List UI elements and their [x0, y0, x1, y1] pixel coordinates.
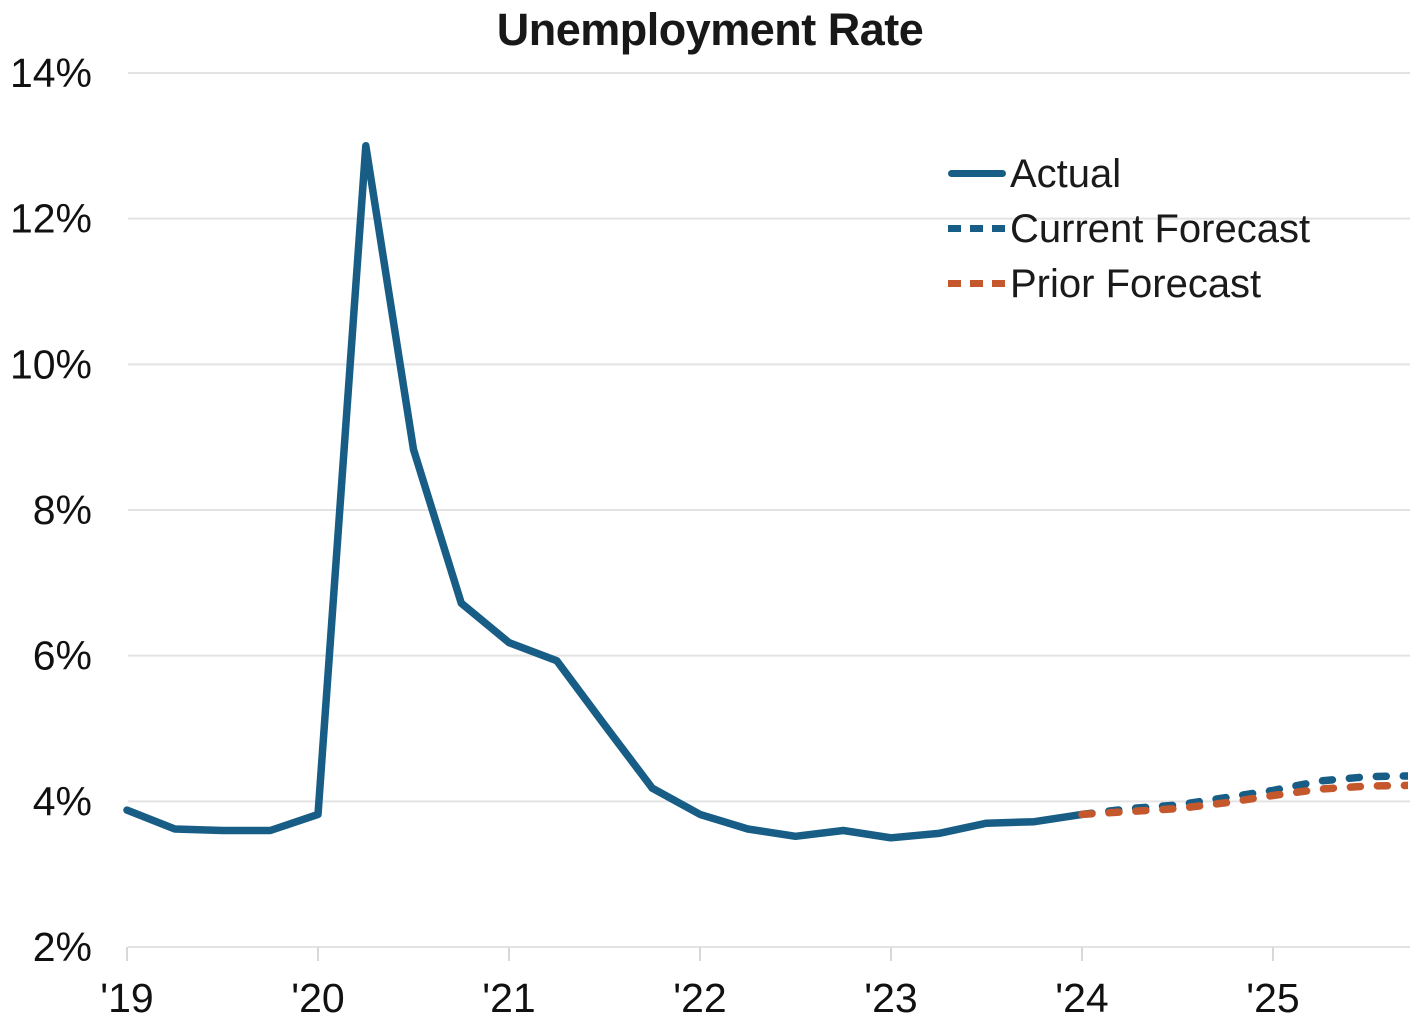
y-axis-label: 4% — [33, 778, 92, 824]
y-axis-label: 6% — [33, 633, 92, 679]
legend-line-sample-prior-forecast — [948, 280, 1006, 287]
x-axis-label: '23 — [864, 975, 917, 1021]
y-axis-label: 8% — [33, 487, 92, 533]
legend: Actual Current Forecast Prior Forecast — [948, 146, 1310, 311]
legend-item-prior-forecast: Prior Forecast — [948, 256, 1310, 311]
legend-label-actual: Actual — [1010, 151, 1122, 196]
x-axis-label: '19 — [100, 975, 153, 1021]
series-group — [123, 142, 1408, 842]
legend-line-sample-actual — [948, 170, 1006, 177]
current-forecast-line — [1078, 772, 1408, 819]
actual-line — [123, 142, 1086, 842]
chart-title: Unemployment Rate — [496, 4, 924, 55]
y-axis-label: 10% — [10, 341, 92, 387]
x-axis-label: '25 — [1246, 975, 1299, 1021]
x-axis-label: '22 — [673, 975, 726, 1021]
legend-label-current-forecast: Current Forecast — [1010, 206, 1311, 251]
legend-item-actual: Actual — [948, 146, 1310, 201]
legend-label-prior-forecast: Prior Forecast — [1010, 261, 1262, 306]
y-axis-label: 12% — [10, 196, 92, 242]
legend-item-current-forecast: Current Forecast — [948, 201, 1310, 256]
legend-line-sample-current-forecast — [948, 225, 1006, 232]
y-axis-label: 14% — [10, 50, 92, 96]
x-axis-label: '21 — [482, 975, 535, 1021]
prior-forecast-line — [1078, 781, 1408, 819]
y-axis-label: 2% — [33, 924, 92, 970]
x-axis-label: '24 — [1055, 975, 1108, 1021]
x-axis-label: '20 — [291, 975, 344, 1021]
